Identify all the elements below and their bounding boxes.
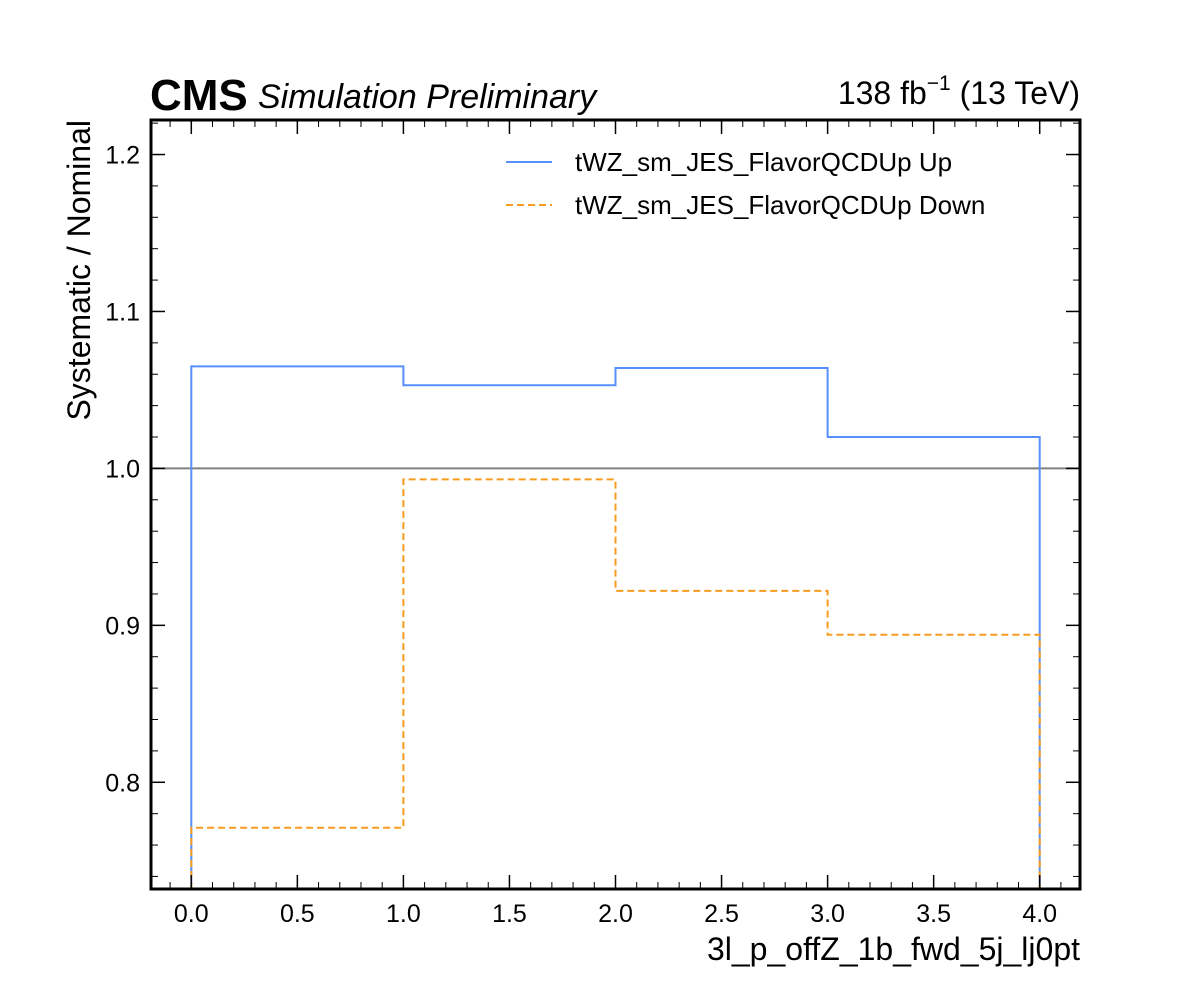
y-tick-label: 1.0 [105, 455, 140, 483]
experiment-label: CMS [150, 71, 248, 120]
series-layer [190, 365, 1041, 889]
x-tick-label: 2.5 [704, 900, 739, 928]
legend: tWZ_sm_JES_FlavorQCDUp Up tWZ_sm_JES_Flav… [506, 147, 985, 220]
x-axis-title: 3l_p_offZ_1b_fwd_5j_lj0pt [707, 931, 1080, 967]
lumi-energy: (13 TeV) [951, 75, 1080, 111]
x-tick-label: 0.0 [174, 900, 209, 928]
x-tick-label: 3.0 [810, 900, 845, 928]
chart-header: CMS Simulation Preliminary 138 fb−1 (13 … [150, 71, 1080, 120]
legend-label-2: tWZ_sm_JES_FlavorQCDUp Down [575, 190, 985, 220]
y-axis-title: Systematic / Nominal [61, 120, 97, 421]
x-tick-label: 4.0 [1022, 900, 1057, 928]
lumi-exponent: −1 [927, 72, 951, 95]
luminosity-label: 138 fb−1 (13 TeV) [838, 72, 1080, 111]
x-tick-label: 0.5 [280, 900, 315, 928]
x-tick-label: 3.5 [916, 900, 951, 928]
y-tick-label: 0.8 [105, 769, 140, 797]
series-line-1 [190, 365, 1041, 889]
x-tick-label: 1.5 [492, 900, 527, 928]
y-tick-label: 1.1 [105, 298, 140, 326]
series-line-2 [190, 478, 1041, 889]
lumi-value: 138 fb [838, 75, 927, 111]
y-tick-label: 1.2 [105, 142, 140, 170]
tick-labels-layer: 0.0 0.5 1.0 1.5 2.0 2.5 3.0 3.5 4.0 0.8 0.9 1.0 1.1 1… [105, 142, 1057, 928]
x-tick-label: 1.0 [386, 900, 421, 928]
plot-frame [149, 118, 1082, 891]
simulation-label: Simulation Preliminary [258, 78, 598, 116]
legend-label-1: tWZ_sm_JES_FlavorQCDUp Up [575, 147, 952, 177]
x-tick-label: 2.0 [598, 900, 633, 928]
y-tick-label: 0.9 [105, 612, 140, 640]
